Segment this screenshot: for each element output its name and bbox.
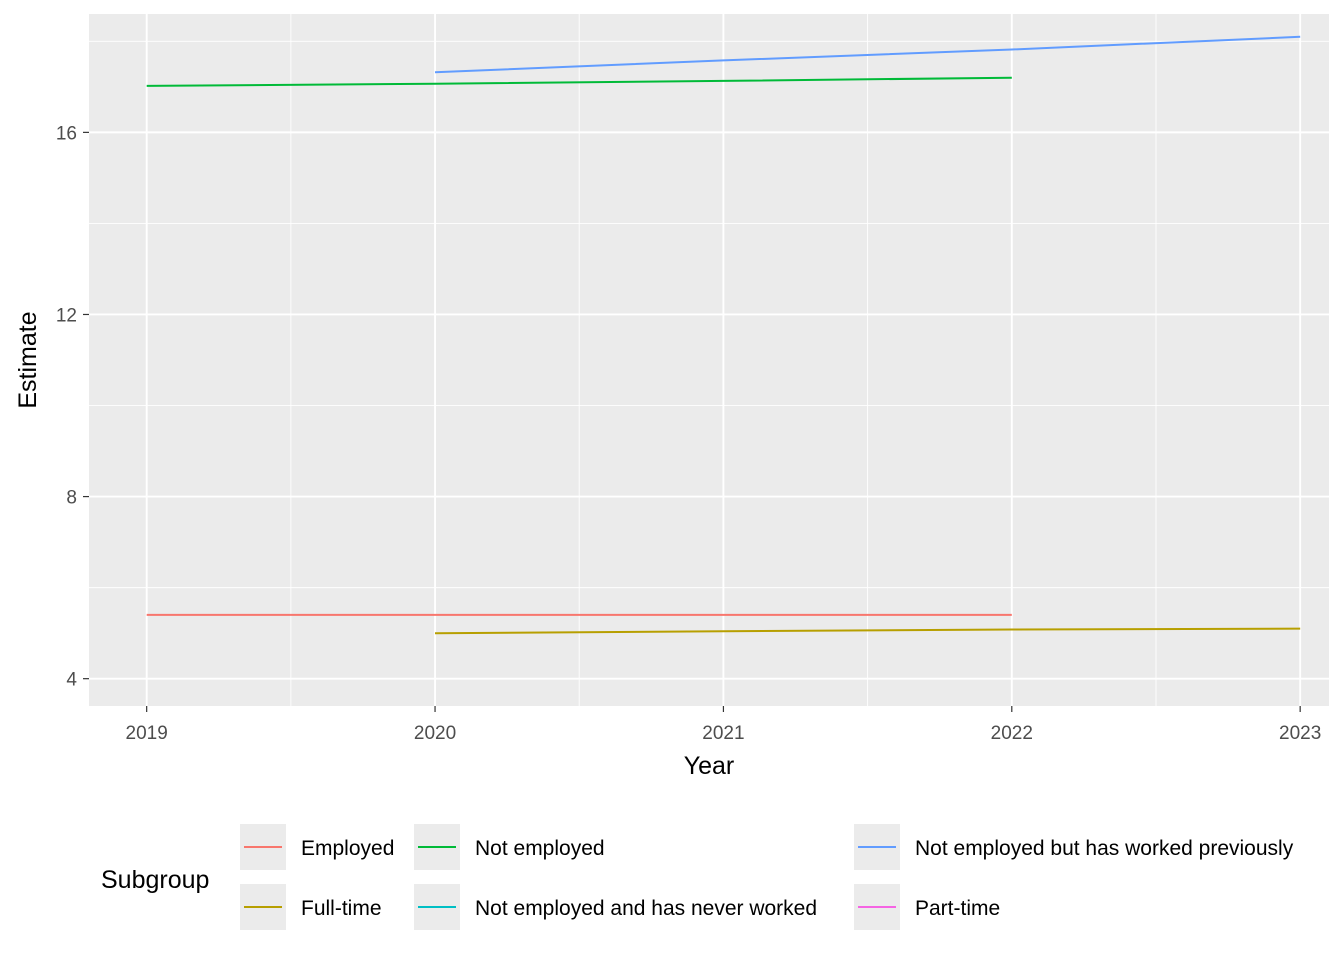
y-tick-label: 8: [66, 488, 77, 509]
x-axis: 2019 2020 2021 2022 2023: [126, 706, 1321, 744]
legend-title: Subgroup: [101, 866, 209, 894]
y-tick-label: 16: [56, 123, 77, 144]
x-tick-label: 2019: [126, 723, 168, 744]
legend-label-full-time: Full-time: [301, 897, 382, 920]
series-line-full-time: [434, 627, 1301, 635]
x-tick-label: 2021: [702, 723, 744, 744]
legend-label-not-employed: Not employed: [475, 837, 605, 860]
series-lines: [146, 35, 1301, 635]
legend-label-not-employed-but-has-worked-previously: Not employed but has worked previously: [915, 837, 1294, 860]
series-line-not-employed-but-has-worked-previously: [434, 35, 1301, 74]
minor-gridlines: [89, 14, 1329, 706]
legend: Subgroup Employed Full-time Not employed No…: [101, 824, 1294, 930]
major-gridlines: [89, 14, 1329, 706]
x-tick-label: 2022: [991, 723, 1033, 744]
x-axis-title: Year: [684, 752, 735, 780]
x-tick-label: 2023: [1279, 723, 1321, 744]
legend-label-part-time: Part-time: [915, 897, 1000, 920]
x-tick-label: 2020: [414, 723, 456, 744]
legend-label-not-employed-and-has-never-worked: Not employed and has never worked: [475, 897, 817, 920]
y-tick-label: 12: [56, 305, 77, 326]
series-line-not-employed: [146, 76, 1012, 87]
legend-label-employed: Employed: [301, 837, 394, 860]
y-axis-title: Estimate: [14, 311, 42, 408]
y-axis: 4 8 12 16: [56, 123, 89, 691]
plot-panel: [89, 14, 1329, 706]
y-tick-label: 4: [66, 670, 77, 691]
